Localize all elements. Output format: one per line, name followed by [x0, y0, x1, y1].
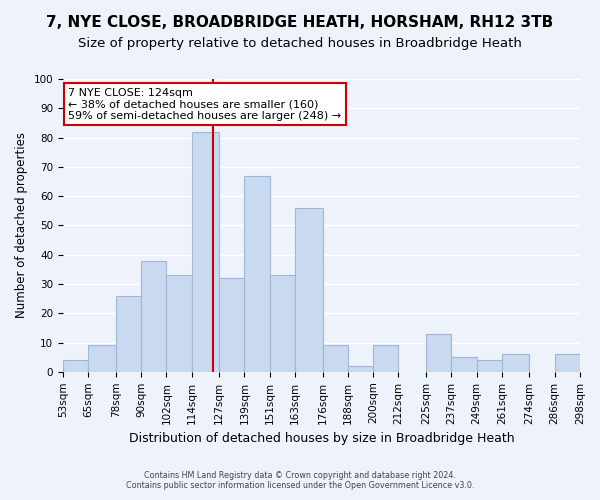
Y-axis label: Number of detached properties: Number of detached properties [15, 132, 28, 318]
Bar [476, 360, 502, 372]
Text: Size of property relative to detached houses in Broadbridge Heath: Size of property relative to detached ho… [78, 38, 522, 51]
Text: 7, NYE CLOSE, BROADBRIDGE HEATH, HORSHAM, RH12 3TB: 7, NYE CLOSE, BROADBRIDGE HEATH, HORSHAM… [46, 15, 554, 30]
Bar [166, 275, 191, 372]
Bar [554, 354, 580, 372]
Bar [141, 260, 166, 372]
Bar [116, 296, 141, 372]
Bar [323, 346, 348, 372]
Bar [63, 360, 88, 372]
Text: Contains HM Land Registry data © Crown copyright and database right 2024.
Contai: Contains HM Land Registry data © Crown c… [126, 470, 474, 490]
Bar [426, 334, 451, 372]
Text: 7 NYE CLOSE: 124sqm
← 38% of detached houses are smaller (160)
59% of semi-detac: 7 NYE CLOSE: 124sqm ← 38% of detached ho… [68, 88, 341, 121]
X-axis label: Distribution of detached houses by size in Broadbridge Heath: Distribution of detached houses by size … [128, 432, 514, 445]
Bar [295, 208, 323, 372]
Bar [270, 275, 295, 372]
Bar [191, 132, 219, 372]
Bar [502, 354, 529, 372]
Bar [244, 176, 270, 372]
Bar [219, 278, 244, 372]
Bar [348, 366, 373, 372]
Bar [88, 346, 116, 372]
Bar [373, 346, 398, 372]
Bar [451, 357, 476, 372]
